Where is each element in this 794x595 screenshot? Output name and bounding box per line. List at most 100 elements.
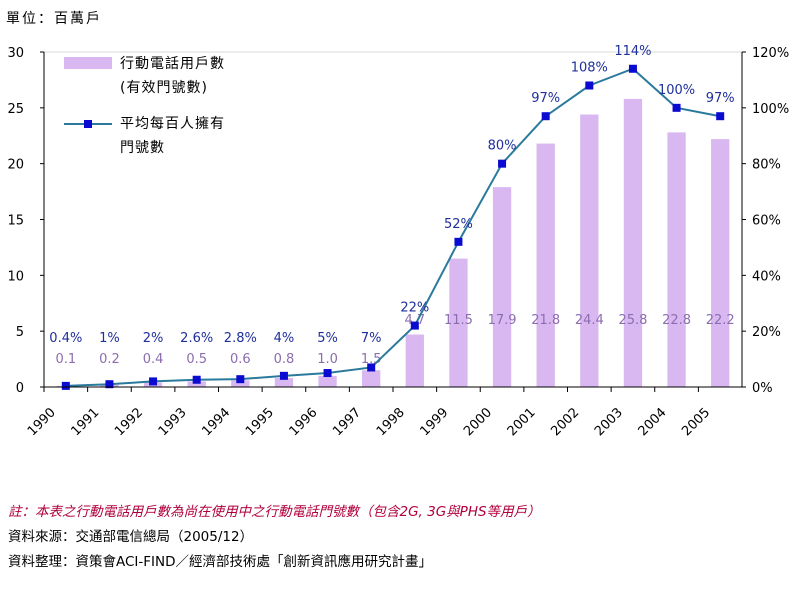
- bar-data-label: 22.8: [662, 313, 691, 328]
- line-data-label: 5%: [317, 331, 338, 346]
- line-data-label: 7%: [361, 331, 382, 346]
- line-data-label: 97%: [706, 91, 735, 106]
- bar-data-label: 0.2: [99, 352, 120, 367]
- x-tick-label: 1998: [374, 405, 408, 439]
- bar: [711, 139, 730, 387]
- legend-marks: [64, 57, 112, 128]
- x-tick-label: 1995: [243, 405, 277, 439]
- line-marker: [672, 103, 681, 112]
- x-tick-label: 1994: [199, 405, 233, 439]
- legend-bar-line2: (有效門號數): [120, 80, 208, 96]
- footnotes: 註：本表之行動電話用戶數為尚在使用中之行動電話門號數（包含2G, 3G與PHS等…: [8, 500, 788, 575]
- line-data-label: 80%: [488, 139, 517, 154]
- bar-data-label: 0.8: [274, 352, 295, 367]
- x-tick-label: 2003: [592, 405, 626, 439]
- bar: [187, 381, 206, 387]
- percent-labels: 0.4% 1% 2% 2.6% 2.8% 4% 5% 7% 22% 52% 80% 97% 108% 11…: [49, 44, 734, 346]
- y-right-tick-label: 60%: [752, 214, 781, 229]
- y-left-tick-label: 30: [7, 46, 24, 61]
- line-data-label: 1%: [99, 331, 120, 346]
- bar: [231, 380, 250, 387]
- bar: [492, 187, 512, 387]
- line-data-label: 4%: [274, 331, 295, 346]
- y-right-tick-label: 40%: [752, 269, 781, 284]
- x-tick-label: 2002: [548, 405, 582, 439]
- bar-data-label: 25.8: [618, 313, 647, 328]
- y-left-tick-label: 20: [7, 158, 24, 173]
- x-tick-label: 2001: [505, 405, 539, 439]
- combo-chart: 0.1 0.2 0.4 0.5 0.6 0.8 1.0 1.54.7 11.5 17.9 21.8 2…: [7, 44, 789, 439]
- bar-data-label: 1.0: [317, 352, 338, 367]
- bar-data-label: 0.5: [186, 352, 207, 367]
- line-data-label: 108%: [571, 61, 608, 76]
- y-right-tick-label: 20%: [752, 325, 781, 340]
- line-marker: [541, 112, 550, 121]
- line-marker: [498, 159, 507, 168]
- line-marker: [410, 321, 419, 330]
- bar-data-label: 0.1: [55, 352, 76, 367]
- x-tick-label: 1992: [112, 405, 146, 439]
- bar-data-label: 24.4: [575, 313, 604, 328]
- x-tick-label: 1993: [156, 405, 190, 439]
- bar: [580, 114, 599, 388]
- source-text: 資料來源：交通部電信總局（2005/12）: [8, 529, 254, 545]
- line-series: [61, 64, 725, 390]
- line-path: [65, 67, 721, 387]
- line-marker: [149, 377, 158, 386]
- line-marker: [279, 371, 288, 380]
- line-data-label: 2%: [143, 331, 164, 346]
- bar-data-label: 11.5: [444, 313, 473, 328]
- legend-line-marker: [84, 120, 92, 128]
- unit-label: 單位：百萬戶: [6, 11, 102, 27]
- bar-data-label: 17.9: [488, 313, 517, 328]
- legend-line-line1: 平均每百人擁有: [120, 116, 225, 132]
- bar: [274, 378, 294, 387]
- line-marker: [105, 380, 114, 389]
- bar-labels: 0.1 0.2 0.4 0.5 0.6 0.8 1.0 1.54.7 11.5 17.9 21.8 2…: [55, 313, 734, 367]
- line-marker: [236, 375, 245, 384]
- bar-data-label: 22.2: [706, 313, 735, 328]
- compiled-text: 資料整理：資策會ACI-FIND／經濟部技術處「創新資訊應用研究計畫」: [8, 554, 433, 570]
- bar-data-label: 21.8: [531, 313, 560, 328]
- bar-series: [56, 98, 730, 388]
- bar: [362, 370, 381, 387]
- line-marker: [628, 64, 637, 73]
- x-tick-label: 2005: [679, 405, 713, 439]
- line-data-label: 22%: [400, 301, 429, 316]
- y-right-tick-label: 100%: [752, 102, 789, 117]
- line-data-label: 2.8%: [224, 331, 257, 346]
- line-marker: [323, 369, 332, 378]
- line-marker: [61, 381, 70, 390]
- x-tick-label: 1997: [330, 405, 364, 439]
- legend-line-line2: 門號數: [120, 140, 165, 156]
- legend-bar-line1: 行動電話用戶數: [120, 56, 225, 72]
- legend-bar-label: 行動電話用戶數 (有效門號數): [120, 54, 225, 98]
- line-data-label: 97%: [531, 91, 560, 106]
- line-marker: [192, 375, 201, 384]
- y-left-tick-label: 15: [7, 214, 24, 229]
- bar: [318, 375, 337, 387]
- line-data-label: 100%: [658, 83, 695, 98]
- bar: [667, 132, 686, 387]
- bar: [623, 98, 643, 388]
- x-tick-label: 2004: [636, 405, 670, 439]
- x-tick-label: 1991: [68, 405, 102, 439]
- x-tick-label: 1990: [25, 405, 59, 439]
- line-data-label: 0.4%: [49, 331, 82, 346]
- y-right-tick-label: 120%: [752, 46, 789, 61]
- y-left-tick-label: 10: [7, 269, 24, 284]
- x-tick-label: 1999: [417, 405, 451, 439]
- line-data-label: 52%: [444, 217, 473, 232]
- line-marker: [585, 81, 594, 90]
- bar-data-label: 0.4: [143, 352, 164, 367]
- x-tick-label: 1996: [287, 405, 321, 439]
- bar: [449, 258, 468, 387]
- y-right-tick-label: 80%: [752, 158, 781, 173]
- line-marker: [716, 112, 725, 121]
- note-text: 註：本表之行動電話用戶數為尚在使用中之行動電話門號數（包含2G, 3G與PHS等…: [8, 504, 541, 520]
- bar: [405, 334, 424, 387]
- bar-data-label: 0.6: [230, 352, 251, 367]
- legend-line-label: 平均每百人擁有 門號數: [120, 114, 225, 158]
- y-right-tick-label: 0%: [752, 381, 773, 396]
- x-tick-label: 2000: [461, 405, 495, 439]
